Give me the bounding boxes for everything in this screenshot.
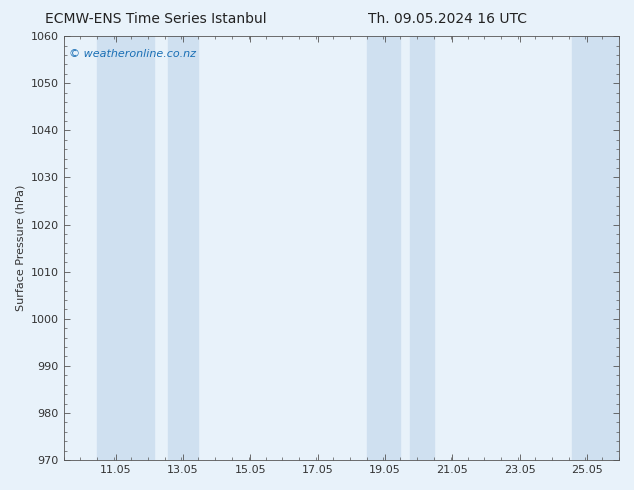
- Bar: [168, 36, 198, 460]
- Bar: [410, 36, 434, 460]
- Bar: [572, 36, 623, 460]
- Text: ECMW-ENS Time Series Istanbul: ECMW-ENS Time Series Istanbul: [44, 12, 266, 26]
- Y-axis label: Surface Pressure (hPa): Surface Pressure (hPa): [15, 185, 25, 311]
- Text: Th. 09.05.2024 16 UTC: Th. 09.05.2024 16 UTC: [368, 12, 527, 26]
- Bar: [366, 36, 400, 460]
- Bar: [97, 36, 155, 460]
- Text: © weatheronline.co.nz: © weatheronline.co.nz: [69, 49, 196, 59]
